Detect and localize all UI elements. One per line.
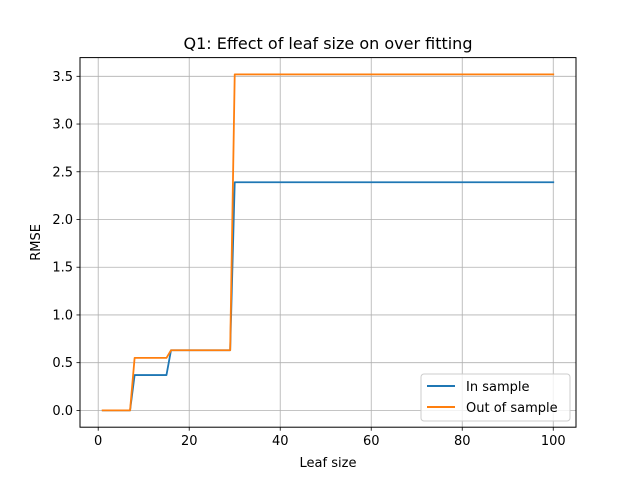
series-lines bbox=[101, 73, 555, 412]
x-axis-ticks: 0 20 40 60 80 100 bbox=[94, 427, 566, 449]
y-tick-label: 1.5 bbox=[52, 261, 73, 276]
y-tick-label: 2.0 bbox=[52, 213, 73, 228]
x-tick-label: 100 bbox=[541, 434, 566, 449]
y-axis-ticks: 0.0 0.5 1.0 1.5 2.0 2.5 3.0 3.5 bbox=[52, 70, 80, 419]
legend-label-out-of-sample: Out of sample bbox=[466, 401, 558, 416]
y-tick-label: 3.0 bbox=[52, 118, 73, 133]
series-line-out-of-sample bbox=[101, 73, 555, 412]
chart-title: Q1: Effect of leaf size on over fitting bbox=[184, 34, 473, 53]
x-axis-title: Leaf size bbox=[300, 456, 357, 471]
y-tick-label: 1.0 bbox=[52, 308, 73, 323]
x-tick-label: 20 bbox=[181, 434, 198, 449]
x-tick-label: 0 bbox=[94, 434, 102, 449]
y-tick-label: 0.5 bbox=[52, 356, 73, 371]
legend-label-in-sample: In sample bbox=[466, 380, 529, 395]
x-tick-label: 60 bbox=[363, 434, 380, 449]
legend-box bbox=[420, 373, 571, 422]
x-tick-label: 80 bbox=[454, 434, 471, 449]
y-axis-title: RMSE bbox=[29, 224, 44, 261]
x-tick-label: 40 bbox=[272, 434, 289, 449]
y-tick-label: 3.5 bbox=[52, 70, 73, 85]
y-tick-label: 0.0 bbox=[52, 404, 73, 419]
plot-frame bbox=[79, 57, 577, 428]
legend: In sample Out of sample bbox=[420, 373, 571, 422]
y-tick-label: 2.5 bbox=[52, 165, 73, 180]
grid-lines bbox=[80, 57, 576, 428]
